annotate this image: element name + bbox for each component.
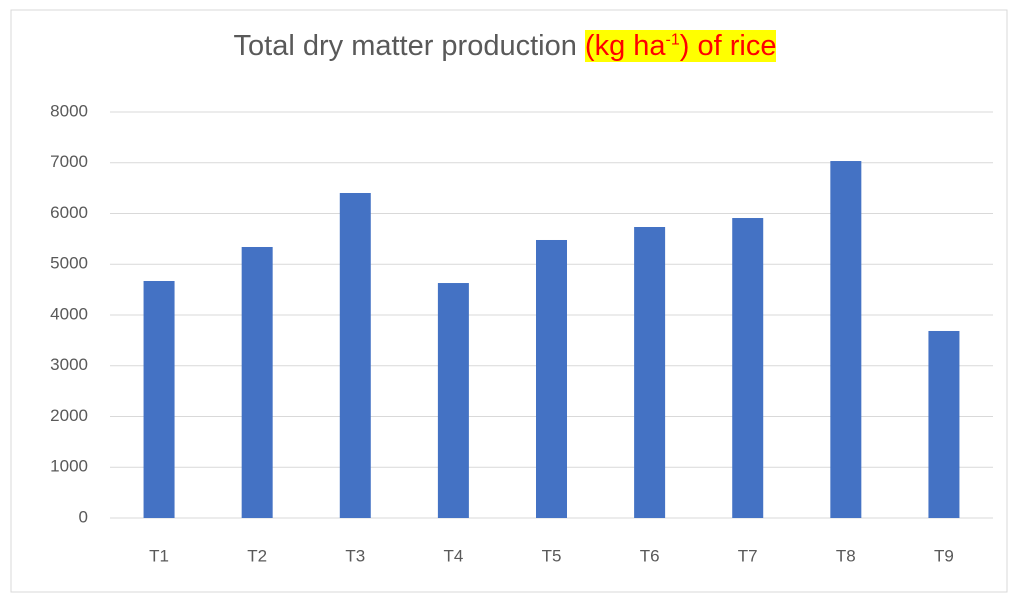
bar	[339, 192, 371, 518]
bar	[536, 239, 567, 518]
x-tick-label: T3	[345, 546, 365, 565]
bar	[634, 226, 666, 518]
title-unit: (kg ha-1) of rice	[584, 30, 777, 62]
y-tick-label: 8000	[50, 101, 88, 120]
chart-title-block: Total dry matter production (kg ha-1) of…	[0, 30, 1010, 63]
y-tick-label: 4000	[50, 304, 88, 323]
y-tick-label: 0	[79, 507, 88, 526]
chart-border	[10, 9, 1008, 593]
x-tick-label: T1	[149, 546, 169, 565]
y-tick-label: 6000	[50, 203, 88, 222]
x-tick-label: T6	[640, 546, 660, 565]
bar	[143, 280, 175, 518]
y-tick-label: 3000	[50, 355, 88, 374]
y-tick-label: 7000	[50, 152, 88, 171]
bar	[732, 218, 764, 518]
x-tick-label: T2	[247, 546, 267, 565]
chart-title: Total dry matter production	[233, 30, 577, 62]
y-tick-label: 1000	[50, 457, 88, 476]
title-unit-exponent: -1	[665, 31, 680, 49]
bar	[830, 161, 862, 518]
x-tick-label: T5	[542, 546, 562, 565]
title-unit-part: (kg ha	[584, 30, 666, 62]
title-unit-part: ) of rice	[679, 30, 777, 62]
x-tick-label: T9	[934, 546, 954, 565]
x-tick-label: T8	[836, 546, 856, 565]
y-tick-label: 2000	[50, 406, 88, 425]
x-tick-label: T4	[443, 546, 463, 565]
bar	[241, 246, 273, 518]
bar	[437, 283, 469, 518]
bar	[928, 330, 960, 518]
y-tick-label: 5000	[50, 254, 88, 273]
x-tick-label: T7	[738, 546, 758, 565]
